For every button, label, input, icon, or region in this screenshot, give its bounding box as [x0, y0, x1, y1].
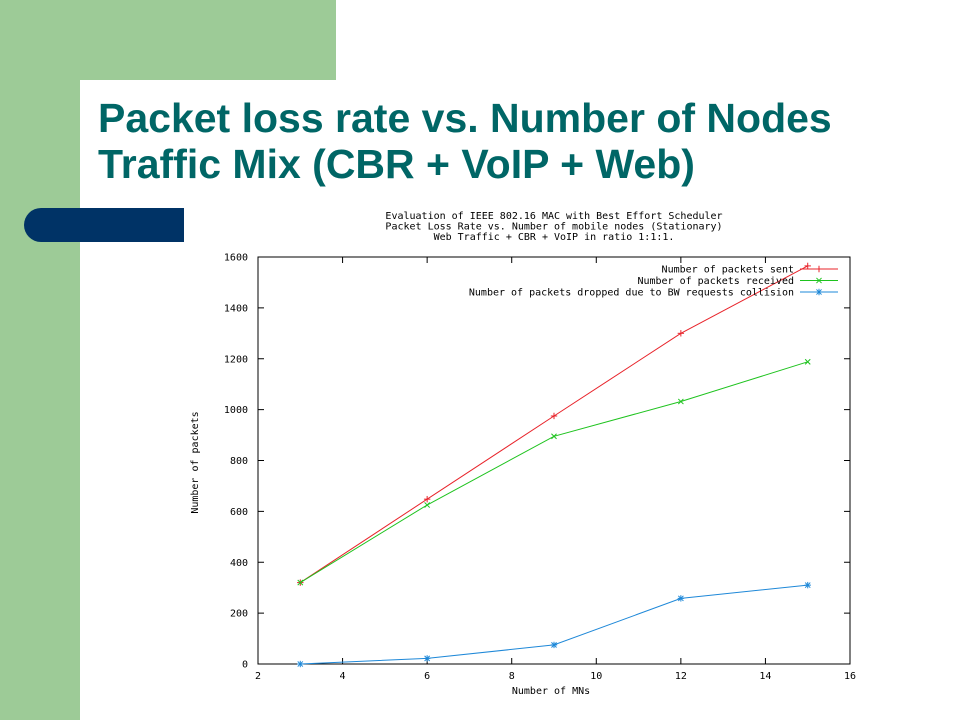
data-point-series-1: [423, 495, 431, 503]
legend-marker-2: [816, 277, 822, 284]
chart-title-line-1: Evaluation of IEEE 802.16 MAC with Best …: [385, 211, 722, 222]
legend-label-1: Number of packets sent: [662, 265, 794, 276]
y-tick-label: 1000: [224, 405, 248, 416]
data-point-series-1: [677, 330, 685, 337]
data-point-series-2: [677, 398, 684, 405]
x-tick-label: 16: [844, 671, 856, 682]
x-axis-label: Number of MNs: [512, 686, 590, 697]
y-tick-label: 800: [230, 456, 248, 467]
data-point-series-2: [297, 579, 304, 586]
legend-marker-1: [815, 265, 823, 273]
y-tick-label: 0: [242, 660, 248, 671]
chart-area: Evaluation of IEEE 802.16 MAC with Best …: [184, 200, 960, 710]
x-tick-label: 12: [675, 671, 687, 682]
side-band-top: [0, 0, 336, 80]
data-point-series-3: [423, 655, 431, 662]
line-chart: Evaluation of IEEE 802.16 MAC with Best …: [190, 211, 856, 697]
y-tick-label: 200: [230, 609, 248, 620]
y-tick-label: 600: [230, 507, 248, 518]
y-axis-label: Number of packets: [190, 411, 201, 513]
series-line-3: [300, 584, 808, 665]
legend-label-3: Number of packets dropped due to BW requ…: [469, 288, 794, 299]
plot-frame: [257, 256, 851, 665]
data-point-series-2: [424, 502, 431, 508]
data-point-series-2: [551, 433, 557, 440]
accent-bar: [24, 208, 184, 242]
data-point-series-3: [804, 581, 811, 589]
y-tick-label: 1600: [224, 253, 248, 264]
x-tick-label: 4: [340, 671, 346, 682]
legend-marker-3: [815, 288, 823, 296]
slide-title-line-2: Traffic Mix (CBR + VoIP + Web): [98, 141, 695, 187]
legend-label-2: Number of packets received: [637, 276, 794, 287]
data-point-series-2: [804, 358, 811, 365]
x-tick-label: 2: [255, 671, 261, 682]
slide-title: Packet loss rate vs. Number of Nodes Tra…: [98, 95, 938, 187]
slide-title-line-1: Packet loss rate vs. Number of Nodes: [98, 95, 832, 141]
chart-title-line-3: Web Traffic + CBR + VoIP in ratio 1:1:1.: [434, 232, 675, 243]
side-band-left: [0, 0, 80, 720]
data-point-series-1: [804, 262, 811, 270]
data-point-series-1: [550, 412, 558, 420]
x-tick-label: 10: [590, 671, 602, 682]
y-tick-label: 1200: [224, 354, 248, 365]
y-tick-label: 1400: [224, 303, 248, 314]
x-tick-label: 14: [759, 671, 771, 682]
series-line-1: [300, 265, 808, 584]
chart-title-line-2: Packet Loss Rate vs. Number of mobile no…: [385, 222, 722, 233]
series-line-2: [300, 361, 808, 584]
y-tick-label: 400: [230, 558, 248, 569]
data-point-series-3: [677, 595, 685, 602]
x-tick-label: 6: [424, 671, 430, 682]
data-point-series-3: [550, 641, 558, 649]
data-point-series-3: [297, 660, 304, 668]
x-tick-label: 8: [509, 671, 515, 682]
